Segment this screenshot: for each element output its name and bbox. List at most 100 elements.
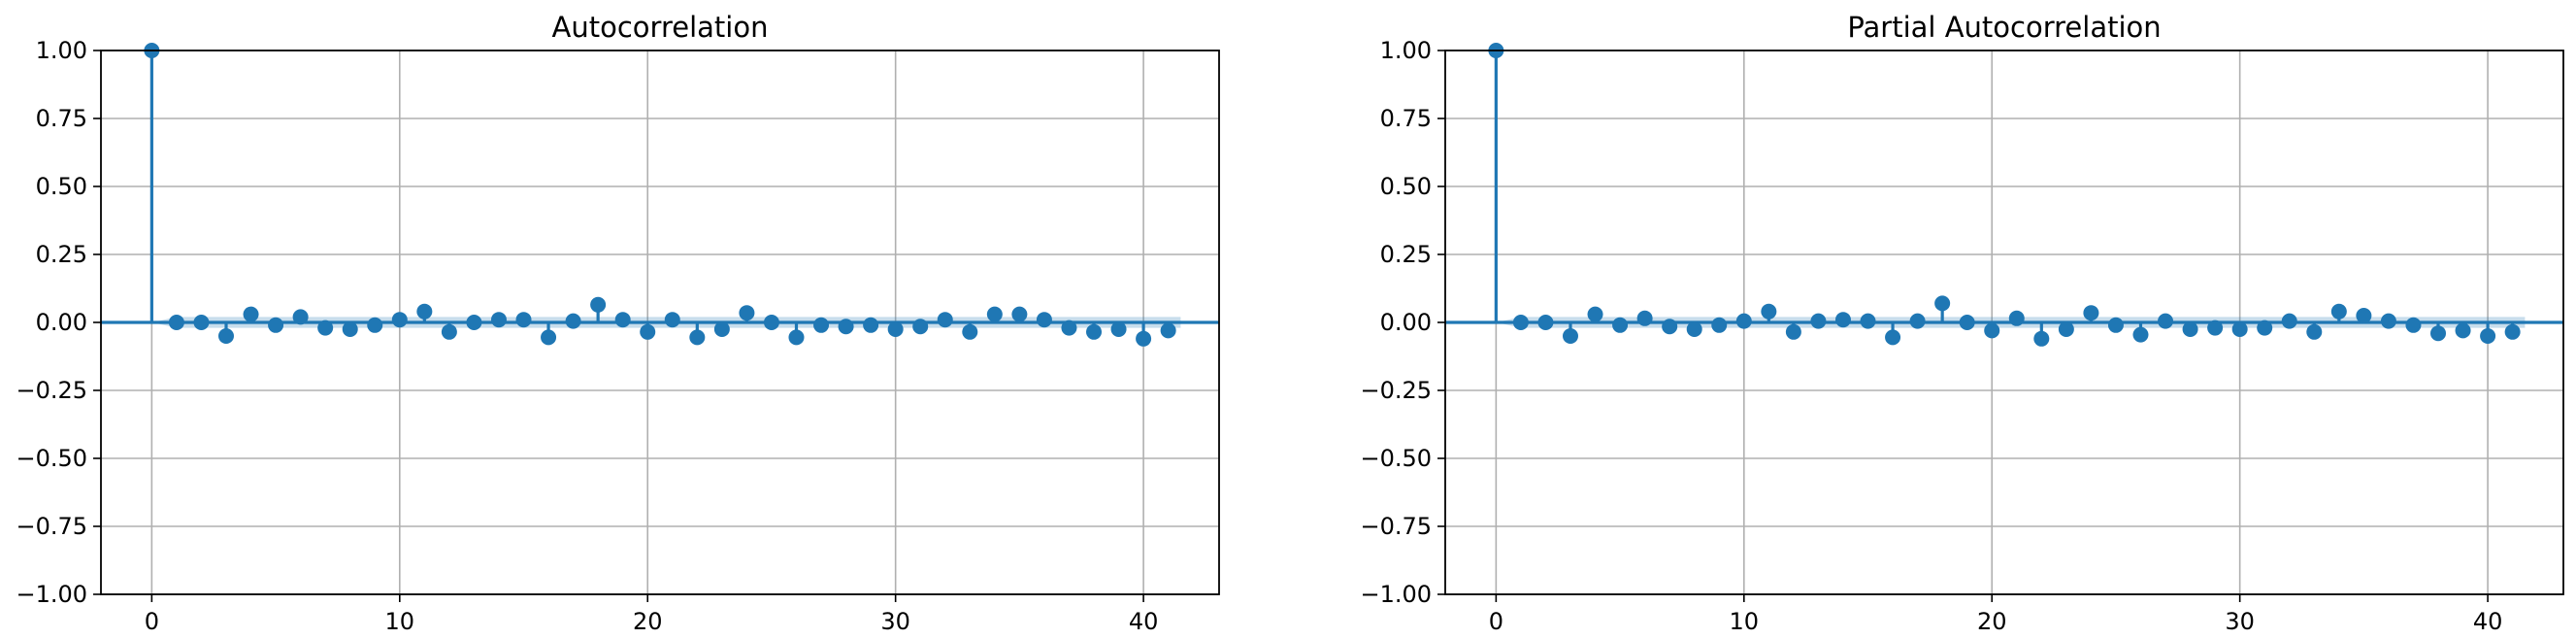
panel-1-marker-lag-14 [490, 312, 507, 328]
panel-1-title: Autocorrelation [552, 11, 769, 44]
panel-2-y-tick-label: 0.50 [1380, 173, 1432, 200]
panel-2-marker-lag-18 [1934, 295, 1951, 312]
panel-2-marker-lag-32 [2281, 313, 2297, 329]
panel-1-marker-lag-5 [268, 317, 284, 333]
panel-2-y-tick-label: 0.75 [1380, 105, 1432, 132]
panel-1-marker-lag-4 [243, 306, 259, 322]
panel-1-marker-lag-1 [168, 315, 184, 330]
panel-2-chart: 0 10 20 30 40 −1.00 −0.75 −0.50 −0.25 0.00 0.25 0.5… [1360, 11, 2564, 635]
panel-2-marker-lag-20 [1984, 322, 2000, 339]
panel-2-marker-lag-7 [1662, 319, 1678, 335]
panel-1-chart: 0 10 20 30 40 −1.00 −0.75 −0.50 −0.25 0.00 0.25 0.5… [16, 11, 1220, 635]
panel-2-y-tick-label: 0.25 [1380, 241, 1432, 268]
panel-1-marker-lag-16 [541, 329, 557, 346]
panel-1-marker-lag-8 [342, 321, 358, 337]
panel-1-y-tick-label: 0.50 [36, 173, 87, 200]
panel-1-marker-lag-31 [912, 319, 929, 335]
panel-2-y-tick-label: −1.00 [1360, 581, 1432, 608]
panel-2-x-tick-label: 10 [1730, 608, 1760, 635]
panel-2-marker-lag-13 [1810, 313, 1827, 329]
panel-2-y-tick-label: −0.50 [1360, 445, 1432, 472]
panel-2-marker-lag-26 [2132, 326, 2149, 343]
panel-2-marker-lag-9 [1711, 317, 1728, 333]
panel-1-marker-lag-33 [962, 323, 978, 340]
panel-1-marker-lag-26 [788, 329, 805, 346]
panel-2-marker-lag-12 [1785, 323, 1801, 340]
panel-2-marker-lag-17 [1909, 313, 1926, 329]
panel-1-y-tick-label: 0.25 [36, 241, 87, 268]
panel-1-y-tick-label: 1.00 [36, 37, 87, 64]
panel-2-marker-lag-10 [1735, 313, 1752, 329]
panel-2-marker-lag-11 [1761, 303, 1777, 320]
panel-1-marker-lag-35 [1011, 306, 1028, 322]
panel-2-marker-lag-16 [1885, 329, 1901, 346]
panel-1-marker-lag-2 [193, 315, 210, 330]
panel-2-marker-lag-25 [2107, 317, 2124, 333]
panel-1-marker-lag-6 [292, 309, 309, 325]
panel-1-marker-lag-23 [713, 321, 730, 337]
panel-2-marker-lag-15 [1860, 313, 1876, 329]
panel-2-x-tick-label: 30 [2225, 608, 2255, 635]
panel-2-marker-lag-36 [2380, 313, 2396, 329]
panel-1-marker-lag-22 [689, 329, 706, 346]
panel-1-marker-lag-17 [565, 313, 581, 329]
panel-2-y-tick-label: −0.25 [1360, 377, 1432, 404]
panel-1-x-tick-label: 40 [1129, 608, 1159, 635]
panel-1-marker-lag-27 [813, 317, 830, 333]
panel-2-marker-lag-2 [1537, 315, 1554, 330]
panel-1-marker-lag-29 [863, 317, 879, 333]
panel-2-x-tick-label: 20 [1977, 608, 2007, 635]
panel-1-x-tick-label: 30 [880, 608, 910, 635]
panel-1-x-tick-label: 20 [633, 608, 663, 635]
panel-1-marker-lag-11 [416, 303, 433, 320]
panel-2-marker-lag-4 [1587, 306, 1603, 322]
panel-1-x-tick-label: 10 [385, 608, 415, 635]
panel-2-x-tick-label: 40 [2473, 608, 2503, 635]
panel-2-marker-lag-22 [2033, 330, 2050, 347]
panel-2-marker-lag-5 [1612, 317, 1629, 333]
panel-2-marker-lag-19 [1959, 315, 1975, 330]
panel-2-marker-lag-3 [1562, 328, 1578, 344]
panel-1-marker-lag-32 [937, 312, 953, 328]
panel-2-y-tick-label: −0.75 [1360, 513, 1432, 540]
panel-2-marker-lag-1 [1512, 315, 1529, 330]
panel-1-marker-lag-40 [1136, 330, 1152, 347]
panel-2-title: Partial Autocorrelation [1847, 11, 2161, 44]
panel-2-marker-lag-31 [2257, 320, 2273, 336]
panel-1-marker-lag-38 [1086, 323, 1103, 340]
panel-1-marker-lag-37 [1061, 320, 1077, 336]
panel-2-marker-lag-38 [2430, 325, 2447, 342]
panel-1-y-tick-label: 0.75 [36, 105, 87, 132]
panel-1-y-tick-label: −0.50 [16, 445, 87, 472]
panel-2-marker-lag-37 [2405, 317, 2422, 333]
panel-2-marker-lag-29 [2207, 320, 2224, 336]
panel-2-x-tick-label: 0 [1489, 608, 1503, 635]
panel-1-marker-lag-9 [367, 317, 383, 333]
panel-1-marker-lag-24 [739, 305, 755, 321]
panel-1-marker-lag-20 [640, 323, 656, 340]
panel-1-marker-lag-36 [1036, 312, 1052, 328]
panel-2-y-tick-label: 0.00 [1380, 309, 1432, 336]
panel-1-y-tick-label: 0.00 [36, 309, 87, 336]
panel-1-x-tick-label: 0 [145, 608, 159, 635]
panel-2-marker-lag-24 [2083, 305, 2099, 321]
panel-2-marker-lag-6 [1636, 310, 1653, 326]
panel-2-marker-lag-21 [2008, 310, 2025, 326]
panel-2-y-tick-label: 1.00 [1380, 37, 1432, 64]
panel-1-marker-lag-3 [217, 328, 234, 344]
panel-1-marker-lag-28 [838, 319, 854, 335]
panel-1-marker-lag-30 [887, 321, 904, 337]
panel-2-marker-lag-23 [2058, 321, 2074, 337]
panel-2-marker-lag-14 [1834, 312, 1851, 328]
panel-2-marker-lag-35 [2356, 308, 2372, 323]
panel-1-marker-lag-41 [1160, 322, 1176, 339]
panel-1-marker-lag-7 [317, 320, 334, 336]
panel-1-y-tick-label: −0.25 [16, 377, 87, 404]
panel-2-marker-lag-33 [2306, 323, 2323, 340]
panel-2-marker-lag-34 [2330, 303, 2347, 320]
panel-1-marker-lag-12 [441, 323, 457, 340]
panel-1-y-tick-label: −1.00 [16, 581, 87, 608]
panel-1-marker-lag-18 [590, 296, 607, 313]
panel-1-marker-lag-13 [466, 315, 482, 330]
